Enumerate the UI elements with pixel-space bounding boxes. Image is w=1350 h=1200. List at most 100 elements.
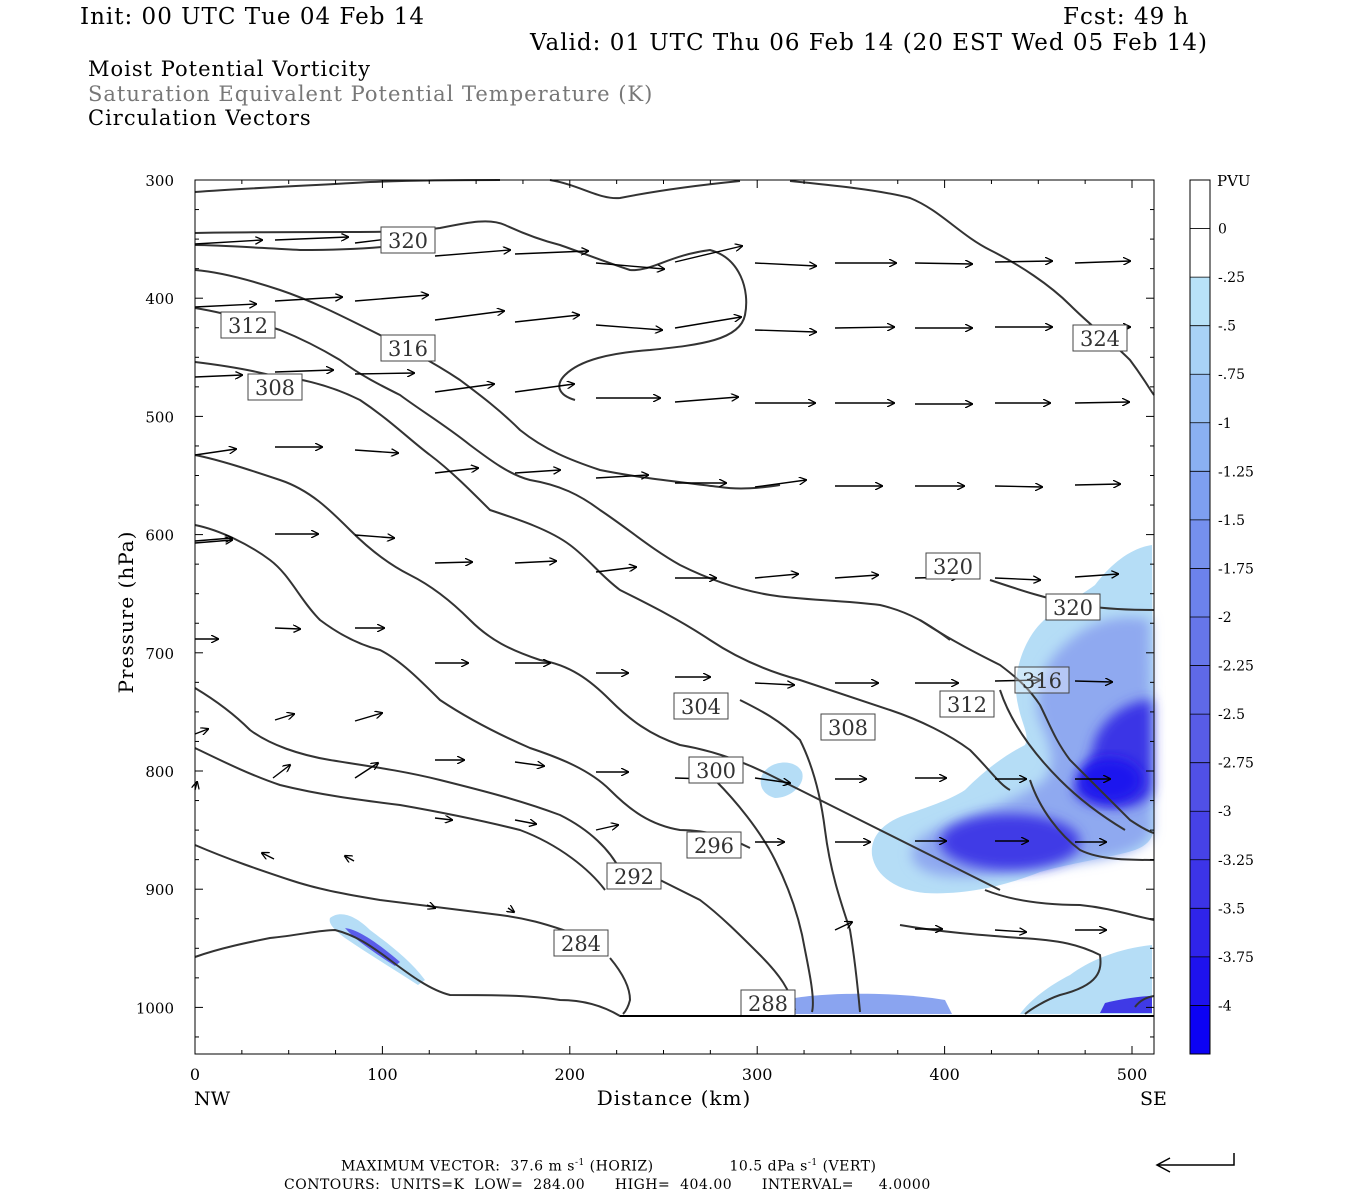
contour-label-box bbox=[925, 552, 981, 580]
vector-arrow bbox=[194, 449, 236, 456]
colorbar-label: -3 bbox=[1218, 804, 1232, 820]
y-tick-label: 900 bbox=[145, 881, 174, 899]
vector-arrow bbox=[674, 246, 742, 263]
contour-label: 288 bbox=[748, 992, 788, 1016]
colorbar-swatch bbox=[1190, 617, 1210, 667]
x-tick-label: 100 bbox=[367, 1065, 398, 1084]
vector-arrow bbox=[274, 628, 300, 629]
vector-arrow bbox=[595, 567, 636, 573]
title-mpv: Moist Potential Vorticity bbox=[88, 57, 371, 81]
x-axis-label-se: SE bbox=[1140, 1088, 1167, 1110]
colorbar-swatch bbox=[1190, 180, 1210, 230]
x-axis-label-nw: NW bbox=[194, 1088, 231, 1110]
y-axis-label: Pressure (hPa) bbox=[114, 531, 138, 694]
title-circulation: Circulation Vectors bbox=[88, 106, 312, 130]
colorbar-label: -.75 bbox=[1218, 367, 1245, 383]
vector-arrow bbox=[274, 297, 342, 302]
contour-line bbox=[609, 957, 632, 1015]
colorbar-label: 0 bbox=[1218, 222, 1227, 238]
contour-line bbox=[739, 699, 861, 1013]
vector-arrow bbox=[994, 578, 1040, 580]
contour-label-box bbox=[1072, 324, 1128, 352]
contour-label-box bbox=[220, 311, 276, 339]
contour-label: 284 bbox=[561, 932, 601, 956]
pv-region-850 bbox=[940, 814, 1080, 870]
vector-arrow bbox=[194, 375, 242, 377]
colorbar-swatch bbox=[1190, 277, 1210, 327]
contour-label-box bbox=[380, 334, 436, 362]
vector-arrow bbox=[514, 384, 574, 393]
vector-arrow bbox=[754, 480, 806, 488]
vector-arrow bbox=[1074, 402, 1129, 403]
contour-label: 296 bbox=[694, 834, 734, 858]
contours-info: CONTOURS: UNITS=K LOW= 284.00 HIGH= 404.… bbox=[284, 1177, 931, 1193]
colorbar-label: -1 bbox=[1218, 416, 1232, 432]
theta-contours bbox=[194, 179, 1155, 1017]
contour-label: 320 bbox=[933, 555, 973, 579]
contour-label: 308 bbox=[828, 716, 868, 740]
vector-arrow bbox=[434, 562, 472, 563]
contour-line bbox=[194, 844, 581, 936]
vector-arrow bbox=[754, 263, 816, 266]
vector-arrow bbox=[274, 370, 333, 372]
y-tick-label: 500 bbox=[145, 408, 174, 426]
colorbar-label: -2 bbox=[1218, 610, 1232, 626]
contour-label: 324 bbox=[1080, 327, 1120, 351]
vector-arrow bbox=[674, 317, 741, 329]
max-vector-line: MAXIMUM VECTOR: 37.6 m s-1 (HORIZ) 10.5 … bbox=[341, 1158, 876, 1175]
contour-label: 316 bbox=[388, 337, 428, 361]
vector-arrow bbox=[595, 324, 662, 330]
colorbar-swatch bbox=[1190, 956, 1210, 1006]
vector-arrow bbox=[595, 825, 618, 831]
vector-arrow bbox=[595, 475, 648, 478]
contour-label: 312 bbox=[228, 314, 268, 338]
vector-arrow bbox=[674, 397, 738, 403]
y-tick-label: 300 bbox=[145, 172, 174, 190]
colorbar-swatch bbox=[1190, 325, 1210, 375]
vector-arrow bbox=[514, 762, 544, 766]
vector-arrow bbox=[434, 384, 494, 393]
contour-label: 320 bbox=[388, 229, 428, 253]
contour-line bbox=[194, 454, 1001, 891]
colorbar-label: -2.25 bbox=[1218, 659, 1254, 675]
vector-arrow bbox=[1074, 574, 1118, 577]
reference-vector-icon bbox=[1155, 1153, 1235, 1173]
colorbar-swatch bbox=[1190, 762, 1210, 812]
vector-arrow bbox=[508, 908, 514, 912]
contour-line bbox=[1134, 995, 1155, 1008]
vector-arrow bbox=[262, 853, 275, 859]
vector-arrow bbox=[514, 820, 536, 824]
y-tick-label: 600 bbox=[145, 527, 174, 545]
vector-arrow bbox=[354, 535, 394, 538]
colorbar-label: -1.5 bbox=[1218, 513, 1245, 529]
max-vector-vert-value: 10.5 bbox=[729, 1158, 763, 1175]
vector-arrow bbox=[994, 486, 1042, 487]
contour-line bbox=[194, 179, 741, 200]
contour-label: 304 bbox=[681, 695, 721, 719]
vector-arrow bbox=[354, 713, 382, 722]
vector-arrow bbox=[426, 905, 435, 908]
x-axis-ticks: 0 100 200 300 400 500 bbox=[190, 180, 1147, 1084]
contour-line bbox=[984, 889, 1155, 921]
vector-arrow bbox=[1074, 681, 1112, 682]
x-tick-label: 500 bbox=[1117, 1065, 1148, 1084]
vector-arrow bbox=[434, 818, 452, 820]
x-tick-label: 0 bbox=[190, 1065, 200, 1084]
colorbar-label: -.25 bbox=[1218, 270, 1245, 286]
contour-label: 308 bbox=[255, 376, 295, 400]
vector-arrow bbox=[354, 450, 398, 453]
vector-arrow bbox=[434, 468, 478, 474]
plot-frame bbox=[194, 179, 1155, 1055]
vector-arrow bbox=[274, 237, 348, 240]
contour-label: 300 bbox=[696, 759, 736, 783]
contour-line bbox=[714, 779, 814, 1013]
colorbar-swatch bbox=[1190, 908, 1210, 958]
contour-line bbox=[919, 619, 1155, 834]
vector-arrow bbox=[434, 311, 504, 321]
contour-line bbox=[194, 243, 411, 252]
vector-arrow bbox=[994, 930, 1026, 932]
colorbar-swatch bbox=[1190, 519, 1210, 569]
vector-arrow bbox=[754, 574, 798, 579]
colorbar-label: -.5 bbox=[1218, 319, 1236, 335]
y-tick-label: 700 bbox=[145, 645, 174, 663]
